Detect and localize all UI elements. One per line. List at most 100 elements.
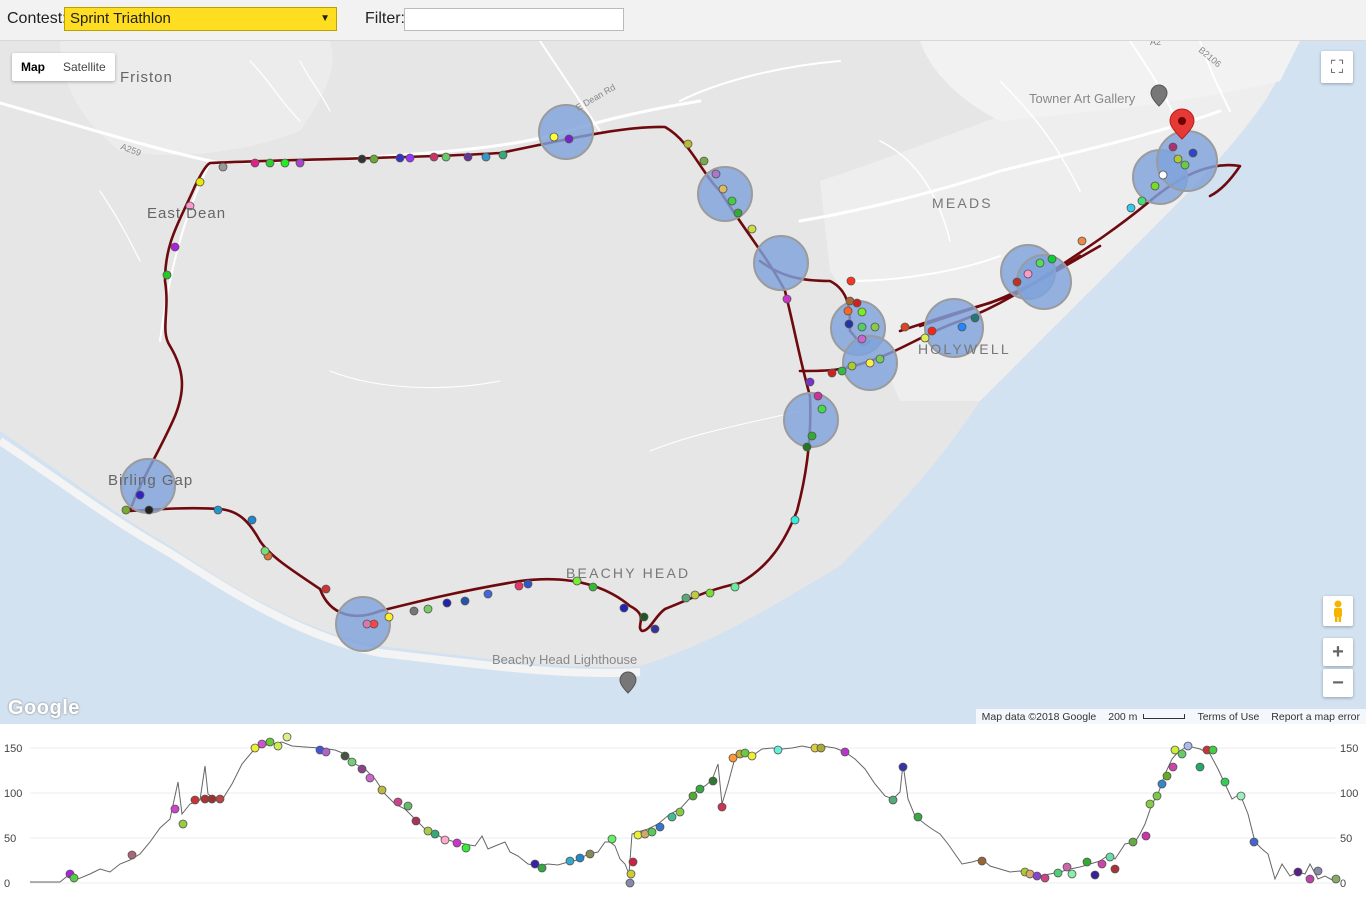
athlete-marker[interactable]	[1035, 258, 1045, 268]
elevation-athlete-marker[interactable]	[1220, 777, 1230, 787]
elevation-athlete-marker[interactable]	[340, 751, 350, 761]
elevation-athlete-marker[interactable]	[1032, 871, 1042, 881]
athlete-marker[interactable]	[790, 515, 800, 525]
athlete-marker[interactable]	[218, 162, 228, 172]
athlete-marker[interactable]	[847, 361, 857, 371]
elevation-athlete-marker[interactable]	[1313, 866, 1323, 876]
athlete-marker[interactable]	[837, 366, 847, 376]
elevation-athlete-marker[interactable]	[365, 773, 375, 783]
elevation-athlete-marker[interactable]	[1305, 874, 1315, 884]
athlete-marker[interactable]	[588, 582, 598, 592]
athlete-marker[interactable]	[730, 582, 740, 592]
elevation-athlete-marker[interactable]	[816, 743, 826, 753]
athlete-marker[interactable]	[844, 319, 854, 329]
athlete-marker[interactable]	[1168, 142, 1178, 152]
athlete-marker[interactable]	[857, 322, 867, 332]
elevation-athlete-marker[interactable]	[1040, 873, 1050, 883]
athlete-marker[interactable]	[185, 201, 195, 211]
elevation-athlete-marker[interactable]	[393, 797, 403, 807]
elevation-athlete-marker[interactable]	[257, 739, 267, 749]
elevation-athlete-marker[interactable]	[1097, 859, 1107, 869]
athlete-marker[interactable]	[639, 612, 649, 622]
elevation-athlete-marker[interactable]	[773, 745, 783, 755]
elevation-athlete-marker[interactable]	[626, 869, 636, 879]
elevation-athlete-marker[interactable]	[647, 827, 657, 837]
athlete-marker[interactable]	[409, 606, 419, 616]
athlete-marker[interactable]	[865, 358, 875, 368]
athlete-marker[interactable]	[369, 154, 379, 164]
elevation-athlete-marker[interactable]	[411, 816, 421, 826]
cluster-marker[interactable]	[753, 235, 809, 291]
athlete-marker[interactable]	[121, 505, 131, 515]
elevation-athlete-marker[interactable]	[273, 741, 283, 751]
athlete-marker[interactable]	[170, 242, 180, 252]
elevation-athlete-marker[interactable]	[207, 794, 217, 804]
athlete-marker[interactable]	[1158, 170, 1168, 180]
athlete-marker[interactable]	[1023, 269, 1033, 279]
athlete-marker[interactable]	[162, 270, 172, 280]
athlete-marker[interactable]	[441, 152, 451, 162]
elevation-athlete-marker[interactable]	[717, 802, 727, 812]
athlete-marker[interactable]	[1126, 203, 1136, 213]
athlete-marker[interactable]	[514, 581, 524, 591]
elevation-athlete-marker[interactable]	[1162, 771, 1172, 781]
athlete-marker[interactable]	[813, 391, 823, 401]
street-view-button[interactable]	[1323, 596, 1353, 626]
elevation-athlete-marker[interactable]	[1067, 869, 1077, 879]
elevation-athlete-marker[interactable]	[1170, 745, 1180, 755]
athlete-marker[interactable]	[395, 153, 405, 163]
athlete-marker[interactable]	[213, 505, 223, 515]
athlete-marker[interactable]	[460, 596, 470, 606]
athlete-marker[interactable]	[483, 589, 493, 599]
elevation-athlete-marker[interactable]	[537, 863, 547, 873]
elevation-athlete-marker[interactable]	[1053, 868, 1063, 878]
elevation-athlete-marker[interactable]	[1236, 791, 1246, 801]
athlete-marker[interactable]	[875, 354, 885, 364]
elevation-athlete-marker[interactable]	[575, 853, 585, 863]
athlete-marker[interactable]	[650, 624, 660, 634]
zoom-in-button[interactable]: +	[1323, 638, 1353, 666]
elevation-athlete-marker[interactable]	[321, 747, 331, 757]
athlete-marker[interactable]	[1137, 196, 1147, 206]
athlete-marker[interactable]	[423, 604, 433, 614]
athlete-marker[interactable]	[782, 294, 792, 304]
map-type-map-button[interactable]: Map	[21, 60, 45, 74]
elevation-athlete-marker[interactable]	[403, 801, 413, 811]
athlete-marker[interactable]	[846, 276, 856, 286]
elevation-athlete-marker[interactable]	[430, 829, 440, 839]
athlete-marker[interactable]	[957, 322, 967, 332]
cluster-marker[interactable]	[538, 104, 594, 160]
elevation-athlete-marker[interactable]	[667, 812, 677, 822]
elevation-athlete-marker[interactable]	[1293, 867, 1303, 877]
athlete-marker[interactable]	[920, 333, 930, 343]
athlete-marker[interactable]	[572, 576, 582, 586]
athlete-marker[interactable]	[321, 584, 331, 594]
cluster-marker[interactable]	[924, 298, 984, 358]
elevation-athlete-marker[interactable]	[675, 807, 685, 817]
athlete-marker[interactable]	[405, 153, 415, 163]
report-error-link[interactable]: Report a map error	[1271, 710, 1360, 723]
athlete-marker[interactable]	[843, 306, 853, 316]
athlete-marker[interactable]	[857, 334, 867, 344]
athlete-marker[interactable]	[733, 208, 743, 218]
athlete-marker[interactable]	[280, 158, 290, 168]
athlete-marker[interactable]	[549, 132, 559, 142]
elevation-athlete-marker[interactable]	[250, 743, 260, 753]
athlete-marker[interactable]	[807, 431, 817, 441]
athlete-marker[interactable]	[699, 156, 709, 166]
elevation-athlete-marker[interactable]	[1141, 831, 1151, 841]
elevation-athlete-marker[interactable]	[347, 757, 357, 767]
athlete-marker[interactable]	[802, 442, 812, 452]
elevation-athlete-marker[interactable]	[265, 737, 275, 747]
athlete-marker[interactable]	[727, 196, 737, 206]
elevation-athlete-marker[interactable]	[282, 732, 292, 742]
contest-select[interactable]: Sprint Triathlon ▼	[64, 7, 337, 31]
elevation-athlete-marker[interactable]	[1183, 741, 1193, 751]
athlete-marker[interactable]	[463, 152, 473, 162]
athlete-marker[interactable]	[144, 505, 154, 515]
elevation-athlete-marker[interactable]	[1090, 870, 1100, 880]
athlete-marker[interactable]	[523, 579, 533, 589]
athlete-marker[interactable]	[857, 307, 867, 317]
athlete-marker[interactable]	[1180, 160, 1190, 170]
athlete-marker[interactable]	[260, 546, 270, 556]
